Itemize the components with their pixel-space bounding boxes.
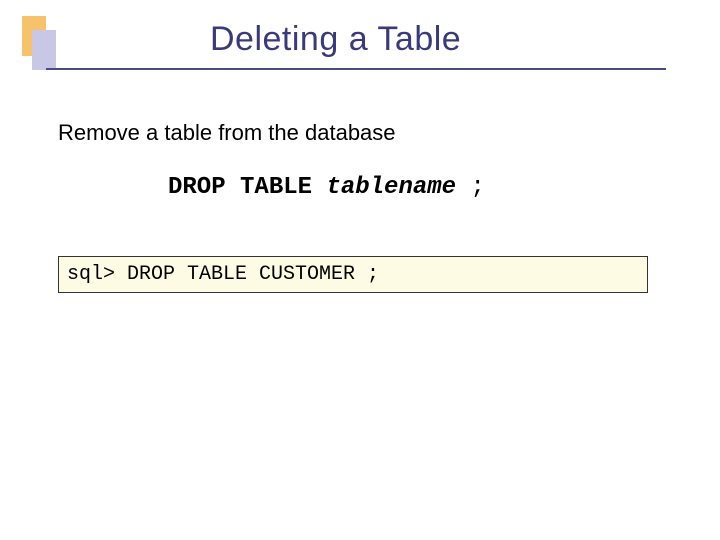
- slide-title: Deleting a Table: [210, 20, 461, 59]
- title-bullet-decoration: [22, 16, 62, 74]
- syntax-line: DROP TABLE tablename ;: [168, 174, 485, 201]
- example-code-box: sql> DROP TABLE CUSTOMER ;: [58, 256, 648, 293]
- syntax-argument: tablename: [326, 174, 456, 201]
- title-underline: [46, 68, 666, 70]
- body-text: Remove a table from the database: [58, 120, 396, 146]
- syntax-keyword: DROP TABLE: [168, 174, 312, 201]
- bullet-square-front: [32, 30, 56, 70]
- slide: Deleting a Table Remove a table from the…: [0, 0, 720, 540]
- syntax-terminator: ;: [456, 174, 485, 201]
